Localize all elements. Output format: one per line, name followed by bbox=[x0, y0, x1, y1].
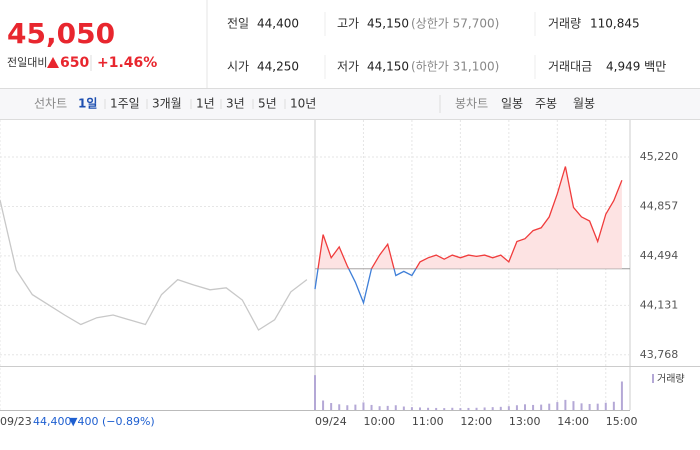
volume-bar bbox=[499, 406, 502, 410]
volume-bar bbox=[515, 405, 518, 410]
volume-bar bbox=[354, 404, 357, 410]
volume-bar bbox=[338, 404, 341, 410]
volume-bar bbox=[443, 408, 446, 410]
change: 650 bbox=[60, 55, 89, 71]
tab[interactable]: 일봉 bbox=[501, 97, 523, 111]
tab[interactable]: 1일 bbox=[78, 97, 97, 111]
x-tick-label: 13:00 bbox=[509, 415, 541, 428]
volume-bar bbox=[572, 401, 575, 410]
area bbox=[315, 166, 622, 269]
tab[interactable]: 월봉 bbox=[573, 97, 595, 111]
tab[interactable]: 1주일 bbox=[110, 97, 140, 111]
stat-label: 거래량 bbox=[548, 17, 581, 31]
x-tick-label: 10:00 bbox=[363, 415, 395, 428]
volume-bar bbox=[588, 403, 591, 410]
x-tick-label: 09/23 bbox=[0, 415, 32, 428]
x-tick-label: 09/24 bbox=[315, 415, 347, 428]
tab-label: 선차트 bbox=[34, 97, 67, 111]
stat-note: (상한가 57,700) bbox=[411, 17, 499, 31]
volume-bar bbox=[410, 407, 413, 410]
volume-bar bbox=[394, 405, 397, 410]
volume-bar bbox=[378, 406, 381, 410]
volume-bar bbox=[596, 403, 599, 410]
volume-bar bbox=[548, 403, 551, 410]
line bbox=[0, 199, 308, 331]
volume-bar bbox=[362, 402, 365, 410]
prev-close: 44,400 bbox=[33, 415, 72, 428]
stat-value: 4,949 백만 bbox=[606, 60, 666, 74]
volume-bar bbox=[556, 402, 559, 410]
volume-bar bbox=[370, 404, 373, 410]
prev-change: ▼400 (−0.89%) bbox=[69, 415, 155, 428]
x-tick-label: 11:00 bbox=[412, 415, 444, 428]
legend-label: 거래량 bbox=[657, 373, 685, 385]
stat-label: 저가 bbox=[337, 60, 359, 74]
stat-note: (하한가 31,100) bbox=[411, 60, 499, 74]
volume-bar bbox=[435, 407, 438, 410]
stat-label: 거래대금 bbox=[548, 60, 592, 74]
up-icon bbox=[47, 57, 59, 68]
volume-bar bbox=[532, 404, 535, 410]
line bbox=[314, 268, 417, 305]
x-tick-label: 12:00 bbox=[460, 415, 492, 428]
volume-bar bbox=[451, 407, 454, 410]
y-tick-label: 44,494 bbox=[640, 249, 679, 262]
price: 45,050 bbox=[7, 17, 115, 50]
stat-value: 44,150 bbox=[367, 60, 409, 74]
y-tick-label: 43,768 bbox=[640, 348, 679, 361]
volume-bar bbox=[346, 405, 349, 410]
x-tick-label: 15:00 bbox=[606, 415, 638, 428]
volume-bar bbox=[483, 407, 486, 410]
y-tick-label: 44,857 bbox=[640, 199, 679, 212]
legend-swatch bbox=[652, 374, 654, 383]
volume-bar bbox=[475, 407, 478, 410]
volume-bar bbox=[459, 408, 462, 410]
line bbox=[317, 166, 623, 269]
tab[interactable]: 3개월 bbox=[152, 97, 182, 111]
y-tick-label: 44,131 bbox=[640, 298, 679, 311]
tab[interactable]: 1년 bbox=[196, 97, 215, 111]
x-tick-label: 14:00 bbox=[557, 415, 589, 428]
change-pct: +1.46% bbox=[97, 55, 157, 71]
volume-bar bbox=[467, 407, 470, 410]
volume-bar bbox=[491, 407, 494, 410]
volume-bar bbox=[620, 381, 623, 410]
volume-bar bbox=[540, 404, 543, 410]
volume-bar bbox=[402, 406, 405, 410]
stat-label: 전일 bbox=[227, 17, 249, 31]
volume-bar bbox=[427, 407, 430, 410]
volume-bar bbox=[322, 400, 325, 410]
stat-value: 44,250 bbox=[257, 60, 299, 74]
tab[interactable]: 주봉 bbox=[535, 97, 557, 111]
volume-bar bbox=[314, 375, 316, 410]
volume-bar bbox=[330, 403, 333, 410]
volume-bar bbox=[507, 406, 510, 410]
stat-value: 44,400 bbox=[257, 17, 299, 31]
volume-bar bbox=[524, 404, 526, 410]
volume-bar bbox=[419, 407, 421, 410]
volume-bar bbox=[580, 403, 583, 410]
volume-bar bbox=[564, 399, 567, 410]
stat-value: 45,150 bbox=[367, 17, 409, 31]
tab[interactable]: 5년 bbox=[258, 97, 277, 111]
stat-label: 시가 bbox=[227, 60, 249, 74]
tab-bar bbox=[0, 89, 700, 119]
stat-label: 고가 bbox=[337, 17, 359, 31]
volume-bar bbox=[604, 402, 607, 410]
tab-label: 봉차트 bbox=[455, 97, 488, 111]
tab[interactable]: 10년 bbox=[290, 97, 316, 111]
volume-bar bbox=[386, 405, 389, 410]
volume-bar bbox=[612, 401, 615, 410]
stat-value: 110,845 bbox=[590, 17, 640, 31]
y-tick-label: 45,220 bbox=[640, 150, 679, 163]
tab[interactable]: 3년 bbox=[226, 97, 245, 111]
change-label: 전일대비 bbox=[7, 55, 47, 69]
